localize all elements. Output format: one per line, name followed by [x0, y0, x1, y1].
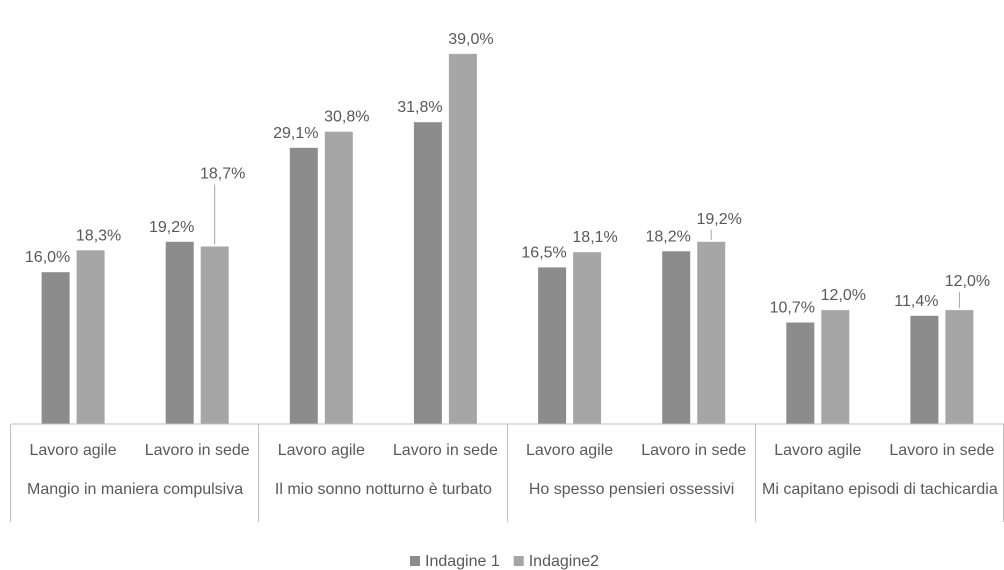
- data-label-indagine-1-7: 11,4%: [894, 293, 938, 310]
- legend-label: Indagine2: [529, 553, 599, 570]
- data-label-indagine2-4: 18,1%: [572, 229, 617, 246]
- x-tick-label: Lavoro agile: [774, 442, 861, 459]
- bars-layer: [41, 53, 974, 425]
- data-label-indagine2-1: 18,7%: [200, 166, 245, 183]
- data-label-indagine-1-2: 29,1%: [273, 125, 318, 142]
- data-label-indagine-1-3: 31,8%: [397, 99, 442, 116]
- data-label-indagine2-7: 12,0%: [945, 273, 990, 290]
- bar-indagine-1-5: [662, 251, 691, 424]
- bar-indagine-1-6: [786, 322, 815, 424]
- legend-swatch: [410, 556, 420, 566]
- bar-indagine2-5: [697, 241, 726, 424]
- x-tick-label: Lavoro agile: [30, 442, 117, 459]
- bar-indagine-1-0: [41, 272, 70, 424]
- bar-indagine2-1: [200, 246, 229, 424]
- data-label-indagine-1-5: 18,2%: [646, 228, 691, 245]
- bar-indagine-1-3: [413, 122, 442, 424]
- legend-label: Indagine 1: [425, 553, 500, 570]
- x-tick-label: Lavoro in sede: [145, 442, 250, 459]
- data-label-indagine2-0: 18,3%: [76, 227, 121, 244]
- x-tick-label: Lavoro agile: [526, 442, 613, 459]
- data-label-indagine2-6: 12,0%: [821, 287, 866, 304]
- x-axis: Lavoro agile Lavoro in sede Lavoro agile La…: [10, 423, 1004, 522]
- legend-swatch: [513, 556, 524, 566]
- data-label-indagine2-2: 30,8%: [324, 109, 369, 126]
- data-label-indagine2-5: 19,2%: [697, 211, 742, 228]
- x-tick-label: Lavoro in sede: [889, 442, 994, 459]
- bar-indagine2-2: [324, 131, 353, 424]
- data-label-indagine-1-1: 19,2%: [149, 219, 194, 236]
- bar-indagine2-4: [573, 252, 602, 424]
- x-tick-label: Lavoro in sede: [393, 442, 498, 459]
- data-label-indagine-1-6: 10,7%: [770, 300, 815, 317]
- group-label: Mi capitano episodi di tachicardia: [762, 481, 998, 498]
- bar-indagine-1-1: [165, 241, 194, 424]
- bar-indagine-1-2: [289, 147, 318, 425]
- group-label: Ho spesso pensieri ossessivi: [529, 481, 734, 498]
- group-label: Il mio sonno notturno è turbato: [275, 481, 492, 498]
- bar-indagine2-7: [945, 310, 974, 424]
- x-tick-label: Lavoro in sede: [641, 442, 746, 459]
- data-label-indagine-1-4: 16,5%: [521, 244, 566, 261]
- x-tick-label: Lavoro agile: [278, 442, 365, 459]
- data-label-indagine-1-0: 16,0%: [25, 249, 70, 266]
- data-label-indagine2-3: 39,0%: [448, 31, 493, 48]
- bar-indagine-1-7: [910, 315, 939, 424]
- bar-indagine2-6: [821, 310, 850, 424]
- data-labels-layer: 16,0% 18,3% 19,2% 18,7% 29,1% 30,8% 31,8% 39,0%…: [25, 31, 990, 317]
- group-label: Mangio in maniera compulsiva: [27, 481, 243, 498]
- bar-indagine2-3: [448, 53, 477, 425]
- bar-indagine2-0: [76, 250, 105, 424]
- bar-indagine-1-4: [538, 267, 567, 424]
- legend: Indagine 1 Indagine2: [410, 553, 599, 570]
